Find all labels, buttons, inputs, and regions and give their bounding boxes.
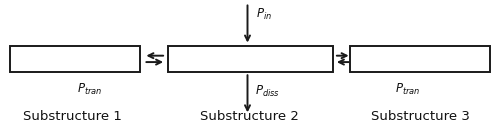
Text: $P_{diss}$: $P_{diss}$ [255,84,280,99]
Bar [168,46,332,72]
Text: Substructure 2: Substructure 2 [200,110,298,123]
Bar [10,46,140,72]
Text: Substructure 1: Substructure 1 [23,110,122,123]
Text: Substructure 3: Substructure 3 [370,110,470,123]
Text: $P_{tran}$: $P_{tran}$ [78,82,102,97]
Bar [350,46,490,72]
Text: $P_{in}$: $P_{in}$ [256,7,272,22]
Text: $P_{tran}$: $P_{tran}$ [395,82,420,97]
